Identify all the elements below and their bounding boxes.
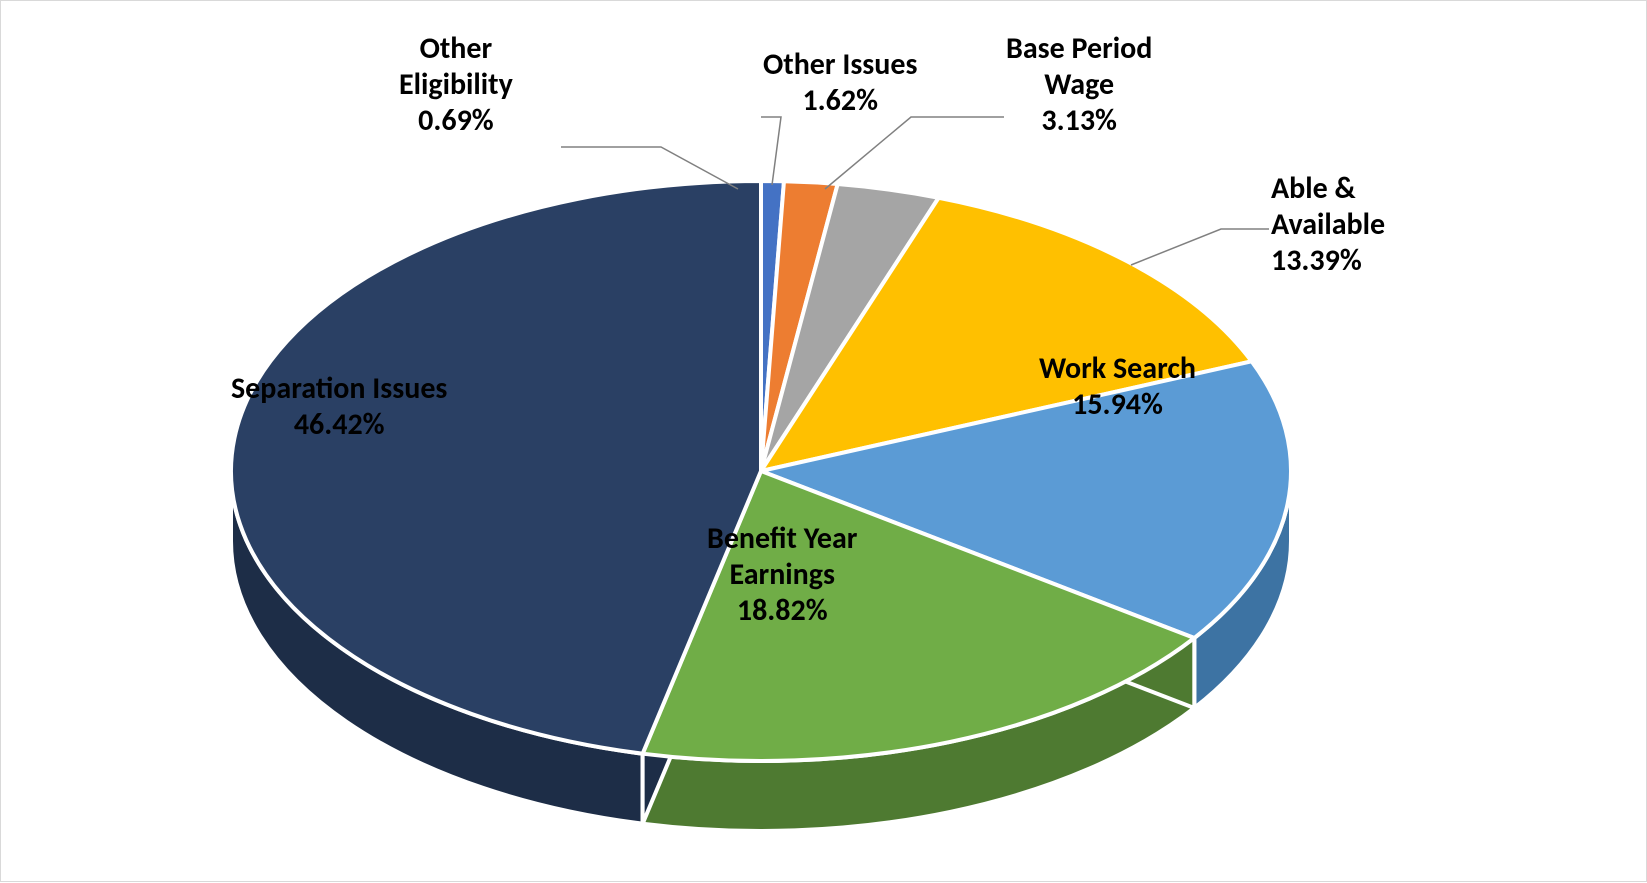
slice-label: Other Issues1.62% (763, 47, 917, 119)
slice-percent: 1.62% (763, 83, 917, 119)
slice-name-line: Work Search (1039, 351, 1196, 387)
slice-label: OtherEligibility0.69% (399, 31, 513, 139)
slice-percent: 3.13% (1006, 103, 1152, 139)
slice-name-line: Earnings (707, 557, 857, 593)
slice-name-line: Other (399, 31, 513, 67)
slice-name-line: Eligibility (399, 67, 513, 103)
slice-percent: 46.42% (231, 407, 447, 443)
leader-line (825, 117, 1004, 189)
slice-percent: 13.39% (1271, 243, 1385, 279)
leader-line (761, 117, 781, 185)
slice-label: Work Search15.94% (1039, 351, 1196, 423)
slice-label: Able &Available13.39% (1271, 171, 1385, 279)
slice-name-line: Other Issues (763, 47, 917, 83)
slice-name-line: Able & (1271, 171, 1385, 207)
slice-label: Benefit YearEarnings18.82% (707, 521, 857, 629)
slice-name-line: Separation Issues (231, 371, 447, 407)
slice-name-line: Benefit Year (707, 521, 857, 557)
leader-line (1131, 229, 1269, 265)
slice-percent: 15.94% (1039, 387, 1196, 423)
slice-name-line: Available (1271, 207, 1385, 243)
slice-label: Separation Issues46.42% (231, 371, 447, 443)
slice-name-line: Base Period (1006, 31, 1152, 67)
slice-name-line: Wage (1006, 67, 1152, 103)
slice-percent: 18.82% (707, 593, 857, 629)
slice-label: Base PeriodWage3.13% (1006, 31, 1152, 139)
pie-chart: OtherEligibility0.69% Other Issues1.62% Ba… (0, 0, 1647, 882)
slice-percent: 0.69% (399, 103, 513, 139)
